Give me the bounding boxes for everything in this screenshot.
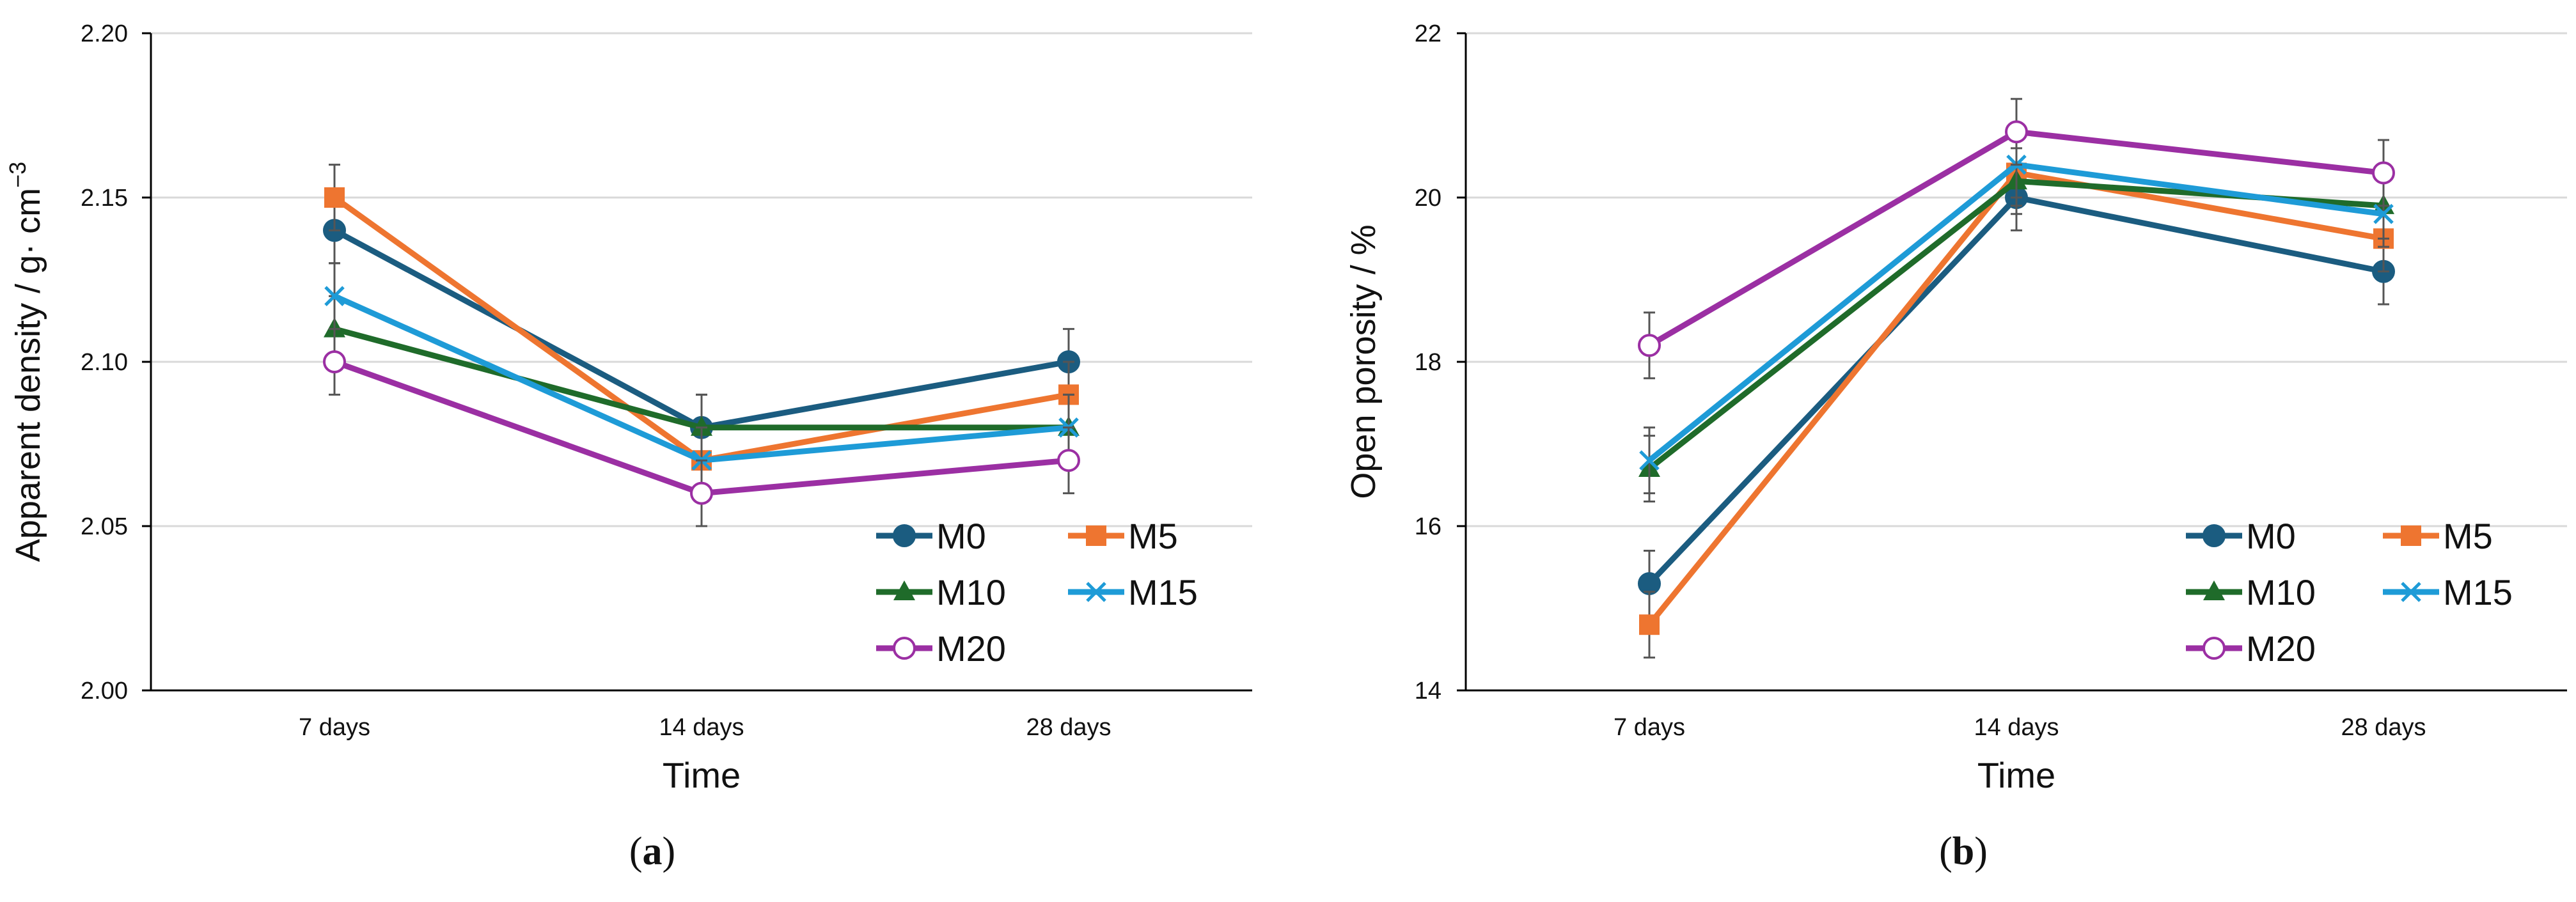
legend-item-m20: M20 xyxy=(876,628,1006,669)
caption-close-paren: ) xyxy=(1974,830,1988,873)
caption-close-paren: ) xyxy=(663,830,676,873)
y-axis-title-text: Open porosity / % xyxy=(1344,224,1383,499)
x-axis-title: Time xyxy=(663,755,741,795)
y-tick-label: 16 xyxy=(1415,513,1441,540)
legend-marker xyxy=(2401,582,2421,602)
legend-label: M10 xyxy=(2246,572,2316,612)
legend-label: M0 xyxy=(936,516,986,556)
y-axis-title-text: Apparent density / g· cm xyxy=(9,188,47,562)
legend-marker xyxy=(893,637,916,660)
legend-marker xyxy=(1086,525,1106,546)
y-tick-label: 14 xyxy=(1415,678,1441,704)
x-axis-title: Time xyxy=(1977,755,2055,795)
caption-letter: a xyxy=(643,830,663,873)
panel-caption: (a) xyxy=(629,830,675,873)
legend-label: M5 xyxy=(2443,516,2493,556)
y-axis-title: Apparent density / g· cm−3 xyxy=(4,162,47,562)
legend-label: M10 xyxy=(936,572,1006,612)
legend-marker xyxy=(893,580,915,600)
y-tick-label: 2.10 xyxy=(81,349,128,376)
series-m20 xyxy=(1638,98,2395,380)
legend-item-m10: M10 xyxy=(2186,572,2316,612)
legend: M0 M5 M10 M15 M20 xyxy=(2186,516,2513,669)
data-point-m5 xyxy=(324,187,345,208)
legend-label: M20 xyxy=(936,628,1006,669)
legend-marker xyxy=(1086,582,1106,602)
legend-label: M15 xyxy=(2443,572,2513,612)
x-tick-label: 28 days xyxy=(2341,714,2426,741)
chart-b: 14 16 18 20 22 7 days 14 days 28 days Time Open p… xyxy=(1344,20,2567,873)
legend-item-m5: M5 xyxy=(1068,516,1178,556)
legend-item-m0: M0 xyxy=(876,516,986,556)
legend-marker xyxy=(2203,524,2226,547)
y-tick-label: 18 xyxy=(1415,349,1441,376)
caption-open-paren: ( xyxy=(1939,830,1952,873)
legend-item-m10: M10 xyxy=(876,572,1006,612)
legend-item-m20: M20 xyxy=(2186,628,2316,669)
data-point-m10 xyxy=(691,416,712,436)
y-axis-title-superscript: −3 xyxy=(4,162,31,188)
legend-marker xyxy=(2203,580,2225,600)
legend-item-m15: M15 xyxy=(1068,572,1198,612)
y-tick-label: 2.00 xyxy=(81,678,128,704)
data-point-m15 xyxy=(2373,203,2394,224)
legend-item-m5: M5 xyxy=(2383,516,2493,556)
legend-label: M5 xyxy=(1128,516,1178,556)
x-tick-label: 7 days xyxy=(1614,714,1685,741)
data-point-m15 xyxy=(324,286,345,306)
data-point-m20 xyxy=(1057,449,1080,472)
legend-label: M20 xyxy=(2246,628,2316,669)
data-point-m15 xyxy=(1639,450,1660,470)
y-axis-title: Open porosity / % xyxy=(1344,224,1383,499)
panel-caption: (b) xyxy=(1939,830,1988,873)
legend-item-m0: M0 xyxy=(2186,516,2296,556)
caption-letter: b xyxy=(1952,830,1974,873)
legend-item-m15: M15 xyxy=(2383,572,2513,612)
legend-label: M15 xyxy=(1128,572,1198,612)
series-m20 xyxy=(323,328,1080,527)
y-tick-label: 2.05 xyxy=(81,513,128,540)
data-point-m20 xyxy=(2005,120,2028,144)
legend-label: M0 xyxy=(2246,516,2296,556)
x-tick-label: 7 days xyxy=(299,714,370,741)
legend-marker xyxy=(893,524,916,547)
y-tick-label: 2.20 xyxy=(81,20,128,47)
y-tick-label: 20 xyxy=(1415,185,1441,212)
chart-a: 2.00 2.05 2.10 2.15 2.20 7 days 14 days 28 days… xyxy=(4,20,1252,873)
data-point-m20 xyxy=(1638,334,1661,357)
y-tick-label: 22 xyxy=(1415,20,1441,47)
x-tick-label: 14 days xyxy=(659,714,744,741)
x-tick-label: 14 days xyxy=(1974,714,2059,741)
y-tick-label: 2.15 xyxy=(81,185,128,212)
data-point-m20 xyxy=(2372,161,2395,185)
caption-open-paren: ( xyxy=(629,830,643,873)
legend-marker xyxy=(2203,637,2226,660)
x-tick-label: 28 days xyxy=(1026,714,1111,741)
data-point-m5 xyxy=(1639,614,1660,635)
data-point-m20 xyxy=(323,350,346,373)
legend-marker xyxy=(2401,525,2421,546)
data-point-m20 xyxy=(690,481,713,505)
legend: M0 M5 M10 M15 M20 xyxy=(876,516,1198,669)
